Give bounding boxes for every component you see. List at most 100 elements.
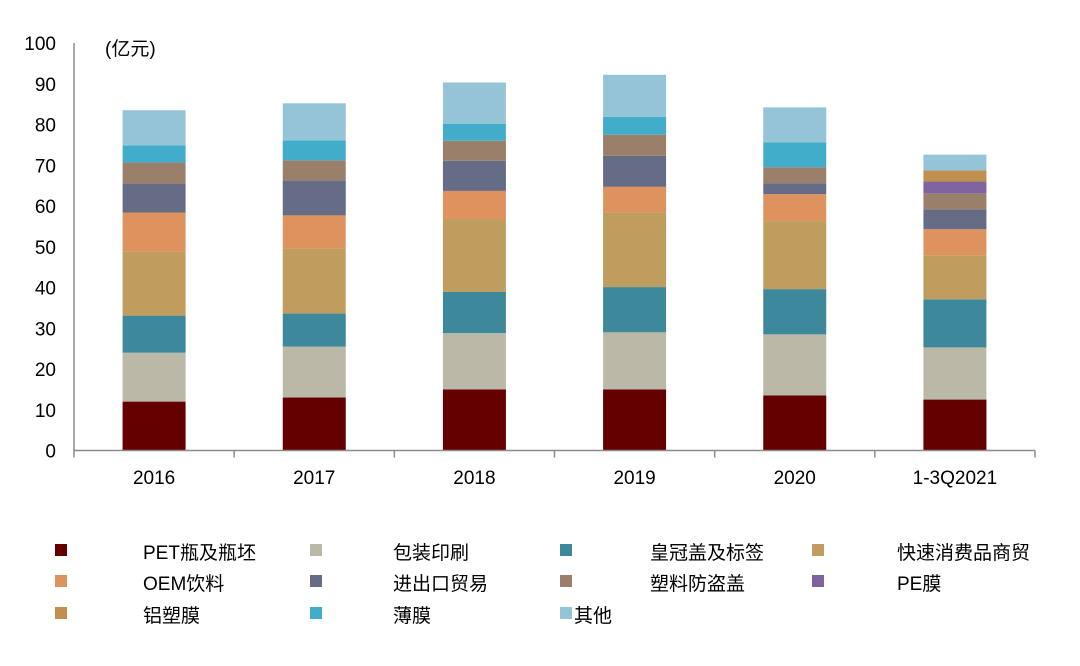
bar-segment bbox=[282, 248, 346, 314]
bar-segment bbox=[923, 193, 987, 210]
legend-item bbox=[812, 569, 824, 593]
unit-label: (亿元) bbox=[105, 38, 156, 60]
bar-segment bbox=[603, 287, 667, 333]
legend-swatch bbox=[560, 575, 572, 587]
x-tick-label: 2017 bbox=[293, 468, 335, 489]
y-tick-label: 100 bbox=[24, 34, 56, 55]
legend-item bbox=[560, 601, 572, 625]
bar-segment bbox=[122, 401, 186, 451]
legend-swatch bbox=[560, 544, 572, 556]
legend-label: 进出口贸易 bbox=[393, 574, 489, 595]
bar-stack-2016 bbox=[122, 110, 186, 451]
x-axis: 2016 2017 2018 2019 2020 1-3Q2021 bbox=[73, 449, 1036, 489]
bar-segment bbox=[282, 180, 346, 216]
bar-segment bbox=[122, 110, 186, 146]
bar-segment bbox=[282, 160, 346, 181]
bar-stack-2017 bbox=[282, 103, 346, 451]
bar-segment bbox=[122, 212, 186, 252]
legend-item bbox=[560, 538, 572, 562]
bar-segment bbox=[442, 219, 506, 292]
bar-stack-2020 bbox=[763, 107, 827, 451]
y-tick-label: 30 bbox=[35, 319, 56, 340]
legend-swatch bbox=[560, 607, 572, 619]
legend-label: PE膜 bbox=[897, 574, 942, 595]
y-tick-label: 20 bbox=[35, 360, 56, 381]
bar-stack-1-3Q2021 bbox=[923, 154, 987, 451]
x-tick-label: 2016 bbox=[133, 468, 175, 489]
legend-item bbox=[310, 601, 322, 625]
y-tick-label: 90 bbox=[35, 75, 56, 96]
bar-segment bbox=[442, 291, 506, 334]
legend-label: 快速消费品商贸 bbox=[897, 543, 1031, 564]
bar-segment bbox=[763, 334, 827, 396]
legend-item bbox=[55, 569, 67, 593]
y-tick-label: 70 bbox=[35, 156, 56, 177]
bar-segment bbox=[442, 389, 506, 451]
bar-segment bbox=[442, 190, 506, 220]
bar-segment bbox=[442, 333, 506, 390]
bar-segment bbox=[442, 82, 506, 124]
bar-segment bbox=[763, 142, 827, 168]
legend-label: 塑料防盗盖 bbox=[650, 574, 746, 595]
legend-label: OEM饮料 bbox=[143, 574, 225, 595]
bar-segment bbox=[603, 134, 667, 156]
legend-item bbox=[310, 569, 322, 593]
x-tick-label: 2018 bbox=[453, 468, 495, 489]
bar-segment bbox=[923, 347, 987, 400]
legend-label: 铝塑膜 bbox=[143, 606, 201, 627]
bar-segment bbox=[923, 209, 987, 230]
bar-segment bbox=[603, 332, 667, 390]
legend-label: 包装印刷 bbox=[393, 543, 470, 564]
x-tick-label: 2020 bbox=[774, 468, 816, 489]
bar-segment bbox=[282, 215, 346, 249]
bar-segment bbox=[763, 289, 827, 335]
bar-segment bbox=[442, 123, 506, 141]
x-tick-label: 1-3Q2021 bbox=[913, 468, 998, 489]
bar-segment bbox=[122, 183, 186, 213]
bars-area bbox=[122, 74, 987, 451]
bar-segment bbox=[763, 194, 827, 222]
bar-segment bbox=[923, 154, 987, 171]
legend-item bbox=[560, 569, 572, 593]
chart-legend: PET瓶及瓶坯 包装印刷 皇冠盖及标签 快速消费品商贸 OEM饮料 进出口贸易 塑料防盗盖 P… bbox=[0, 536, 1080, 656]
bar-segment bbox=[603, 155, 667, 187]
bar-segment bbox=[122, 162, 186, 184]
bar-segment bbox=[923, 255, 987, 300]
bar-segment bbox=[923, 170, 987, 182]
y-tick-label: 50 bbox=[35, 238, 56, 259]
legend-swatch bbox=[310, 607, 322, 619]
bar-segment bbox=[923, 229, 987, 256]
legend-swatch bbox=[55, 544, 67, 556]
bar-segment bbox=[763, 395, 827, 451]
bar-segment bbox=[282, 140, 346, 161]
x-tick-label: 2019 bbox=[613, 468, 655, 489]
legend-swatch bbox=[55, 575, 67, 587]
legend-swatch bbox=[310, 544, 322, 556]
y-tick-label: 0 bbox=[45, 442, 56, 463]
y-tick-label: 60 bbox=[35, 197, 56, 218]
bar-stack-2019 bbox=[603, 74, 667, 451]
y-tick-label: 10 bbox=[35, 401, 56, 422]
bar-segment bbox=[763, 221, 827, 290]
bar-segment bbox=[122, 145, 186, 163]
bar-segment bbox=[923, 299, 987, 348]
legend-swatch bbox=[55, 607, 67, 619]
y-tick-label: 80 bbox=[35, 116, 56, 137]
legend-item bbox=[55, 601, 67, 625]
bar-segment bbox=[282, 346, 346, 398]
bar-segment bbox=[603, 116, 667, 135]
bar-segment bbox=[442, 160, 506, 191]
legend-item bbox=[310, 538, 322, 562]
legend-label: PET瓶及瓶坯 bbox=[143, 543, 256, 564]
bar-segment bbox=[122, 352, 186, 402]
legend-label: 其他 bbox=[574, 606, 613, 627]
bar-segment bbox=[923, 399, 987, 451]
bar-segment bbox=[282, 397, 346, 451]
bar-segment bbox=[603, 186, 667, 213]
legend-item bbox=[812, 538, 824, 562]
legend-item bbox=[55, 538, 67, 562]
legend-label: 皇冠盖及标签 bbox=[650, 543, 765, 564]
legend-swatch bbox=[310, 575, 322, 587]
bar-segment bbox=[923, 181, 987, 194]
